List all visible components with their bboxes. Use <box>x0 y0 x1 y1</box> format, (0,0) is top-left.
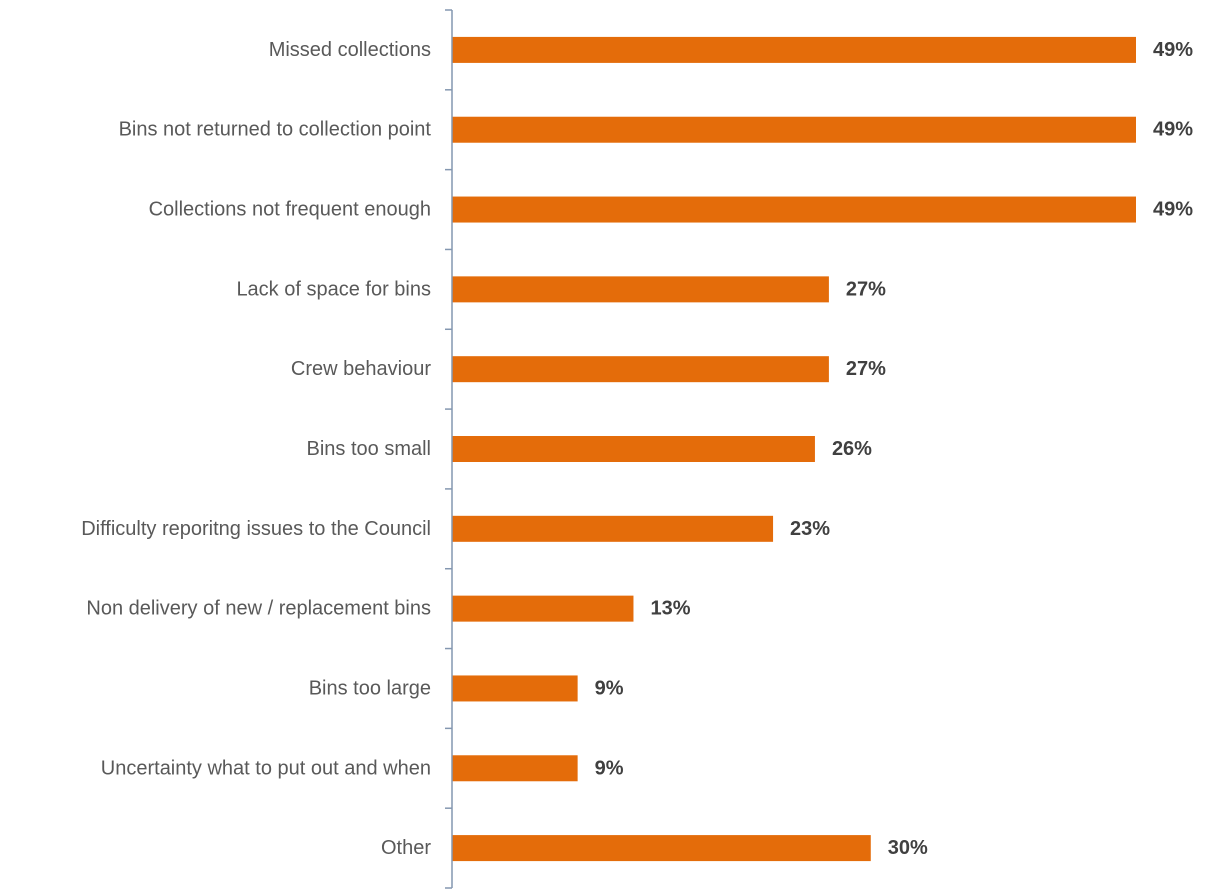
value-label: 13% <box>650 598 690 620</box>
value-label: 23% <box>790 518 830 540</box>
value-label: 30% <box>888 837 928 859</box>
bar-0 <box>452 36 1136 63</box>
value-label: 49% <box>1153 39 1193 61</box>
category-label: Lack of space for bins <box>236 278 431 300</box>
bar-4 <box>452 356 829 383</box>
category-label: Bins too large <box>309 677 431 699</box>
bar-3 <box>452 276 829 303</box>
category-labels: Missed collections Bins not returned to c… <box>81 39 431 859</box>
value-label: 26% <box>832 438 872 460</box>
bar-9 <box>452 755 578 782</box>
bar-6 <box>452 515 774 542</box>
y-axis <box>445 9 453 889</box>
value-label: 27% <box>846 358 886 380</box>
bar-10 <box>452 835 871 862</box>
category-label: Bins too small <box>307 438 432 460</box>
bars-layer <box>452 36 1136 862</box>
category-label: Bins not returned to collection point <box>119 119 432 141</box>
bar-8 <box>452 675 578 702</box>
bar-7 <box>452 595 634 622</box>
value-label: 9% <box>595 677 624 699</box>
category-label: Other <box>381 837 431 859</box>
category-label: Missed collections <box>269 39 431 61</box>
value-labels: 49% 49% 49% 27% 27% 26% 23% 13% 9% 9% 30% <box>595 39 1194 859</box>
value-label: 49% <box>1153 119 1193 141</box>
category-label: Non delivery of new / replacement bins <box>86 598 431 620</box>
bar-5 <box>452 436 815 462</box>
bar-2 <box>452 196 1136 223</box>
category-label: Difficulty reporitng issues to the Counc… <box>81 518 431 540</box>
value-label: 27% <box>846 278 886 300</box>
category-label: Crew behaviour <box>291 358 431 380</box>
value-label: 9% <box>595 757 624 779</box>
bar-1 <box>452 116 1136 143</box>
value-label: 49% <box>1153 199 1193 221</box>
category-label: Collections not frequent enough <box>149 199 431 221</box>
category-label: Uncertainty what to put out and when <box>101 757 431 779</box>
